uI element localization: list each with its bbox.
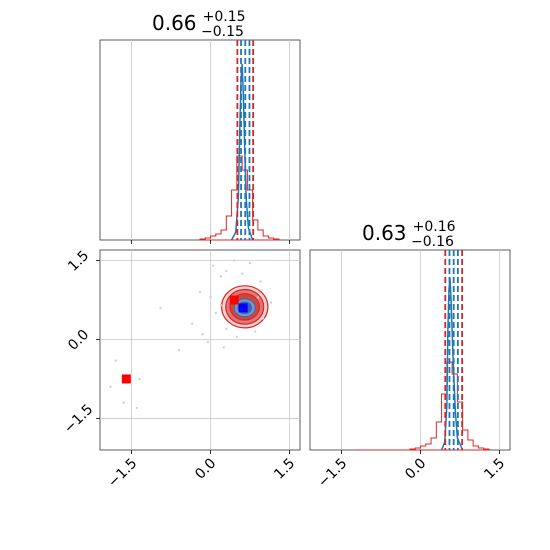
histogram-2-frame bbox=[309, 249, 511, 451]
scatter-point bbox=[256, 296, 260, 299]
scatter-point bbox=[269, 301, 273, 304]
quantile-lines bbox=[236, 40, 464, 450]
scatter-point bbox=[233, 259, 236, 262]
scatter-point bbox=[222, 346, 225, 349]
truth-marker-red bbox=[121, 374, 131, 384]
scatter-point bbox=[114, 359, 117, 362]
title-1-median: 0.66 bbox=[152, 11, 197, 35]
title-2-upper: +0.16 bbox=[413, 219, 456, 235]
histogram-1-frame bbox=[99, 39, 301, 241]
scatter-points bbox=[109, 259, 273, 410]
scatter-point bbox=[235, 335, 239, 339]
scatter-point bbox=[248, 261, 252, 265]
scatter-x-tick-label: −1.5 bbox=[105, 456, 140, 491]
scatter-point bbox=[198, 290, 202, 294]
scatter-point bbox=[209, 296, 212, 299]
scatter-point bbox=[225, 327, 228, 331]
scatter-point bbox=[206, 340, 210, 344]
scatter-point bbox=[240, 272, 244, 275]
scatter-point bbox=[261, 317, 265, 320]
title-1-upper: +0.15 bbox=[203, 9, 246, 25]
scatter-point bbox=[219, 275, 223, 278]
scatter-point bbox=[109, 385, 112, 389]
scatter-point bbox=[190, 322, 194, 325]
scatter-x-tick-label: 1.5 bbox=[271, 456, 298, 483]
scatter-panel-frame bbox=[99, 249, 301, 451]
truth-marker-red bbox=[229, 295, 239, 305]
scatter-point bbox=[138, 377, 141, 381]
scatter-point bbox=[159, 306, 162, 310]
scatter-point bbox=[177, 348, 181, 352]
histograms bbox=[199, 63, 490, 451]
scatter-point bbox=[259, 280, 262, 283]
scatter-point bbox=[214, 311, 217, 315]
scatter-y-tick-label: 1.5 bbox=[65, 248, 92, 275]
scatter-point bbox=[254, 330, 257, 333]
truth-marker-blue bbox=[238, 303, 248, 313]
title-param-2: 0.63 +0.16 bbox=[362, 219, 456, 245]
truth-markers bbox=[121, 295, 248, 384]
histogram-2-x-tick-label: −1.5 bbox=[315, 456, 350, 491]
title-1-lower: −0.15 bbox=[201, 24, 244, 40]
scatter-point bbox=[225, 269, 228, 273]
title-param-1: 0.66 +0.15 bbox=[152, 9, 246, 35]
scatter-y-tick-label: −1.5 bbox=[61, 401, 96, 436]
scatter-point bbox=[122, 401, 125, 404]
scatter-x-tick-label: 0.0 bbox=[192, 456, 219, 483]
scatter-point bbox=[211, 264, 215, 267]
title-2-lower: −0.16 bbox=[411, 234, 454, 250]
scatter-point bbox=[135, 406, 139, 410]
title-2-median: 0.63 bbox=[362, 221, 407, 245]
scatter-y-tick-label: 0.0 bbox=[65, 327, 92, 354]
grid-lines bbox=[100, 40, 500, 450]
histogram-2-x-tick-label: 0.0 bbox=[402, 456, 429, 483]
scatter-point bbox=[219, 304, 223, 307]
axis-ticks: −1.5 −1.5 −1.5 0.0 0.0 0.0 1.5 1.5 1.5 bbox=[61, 240, 508, 491]
scatter-point bbox=[201, 333, 204, 336]
histogram-2-x-tick-label: 1.5 bbox=[481, 456, 508, 483]
